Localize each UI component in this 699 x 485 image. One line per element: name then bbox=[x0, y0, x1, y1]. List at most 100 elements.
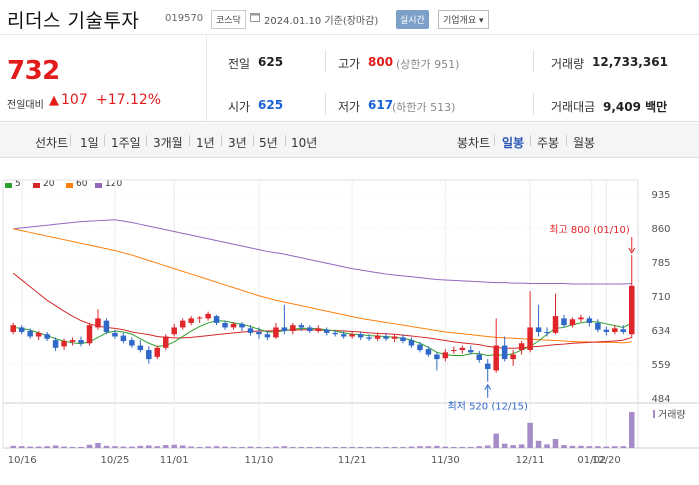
candle-body bbox=[35, 332, 42, 337]
candle-body bbox=[374, 335, 381, 339]
volume-bar bbox=[44, 446, 50, 448]
divider bbox=[189, 135, 190, 146]
period-10y[interactable]: 10년 bbox=[291, 136, 318, 150]
low-value: 617 bbox=[368, 98, 394, 112]
candle-body bbox=[112, 332, 118, 337]
candle-body bbox=[120, 335, 127, 342]
candle-body bbox=[52, 340, 59, 348]
volume-bar bbox=[222, 446, 228, 448]
candle-body bbox=[434, 354, 440, 360]
volume-bar bbox=[501, 443, 508, 448]
candle-daily[interactable]: 일봉 bbox=[502, 136, 525, 150]
period-3m[interactable]: 3개월 bbox=[153, 136, 183, 150]
volume-bar bbox=[256, 446, 262, 448]
candle-body bbox=[273, 327, 279, 338]
candle-body bbox=[86, 325, 93, 344]
volume-bar bbox=[35, 446, 42, 448]
candle-body bbox=[256, 331, 262, 335]
stock-code: 019570 bbox=[165, 13, 204, 24]
legend-label: 20 bbox=[43, 179, 55, 189]
divider bbox=[533, 93, 534, 115]
legend-swatch bbox=[5, 183, 12, 188]
candle-body bbox=[468, 350, 474, 353]
volume-legend-swatch bbox=[653, 410, 655, 418]
candle-body bbox=[391, 336, 398, 339]
volume-label: 거래량 bbox=[551, 57, 585, 71]
volume-bar bbox=[434, 445, 440, 448]
volume-bar bbox=[86, 444, 93, 448]
x-tick-label: 11/21 bbox=[338, 455, 367, 466]
candle-body bbox=[137, 345, 144, 351]
candle-body bbox=[417, 344, 423, 351]
candle-body bbox=[10, 325, 16, 332]
period-1d[interactable]: 1일 bbox=[80, 136, 99, 150]
low-label: 저가 bbox=[338, 100, 361, 114]
candle-body bbox=[383, 336, 389, 339]
candle-body bbox=[349, 334, 355, 337]
candle-body bbox=[476, 354, 483, 361]
price-summary: 732 전일대비 ▲ 107 +17.12% 전일 625 고가 800 (상한… bbox=[0, 36, 699, 122]
volume-bar bbox=[307, 446, 313, 448]
volume-bar bbox=[586, 446, 593, 448]
candle-body bbox=[595, 322, 601, 330]
volume-bar bbox=[120, 446, 127, 448]
volume-bar bbox=[179, 445, 186, 448]
candle-body bbox=[188, 318, 194, 323]
volume-bar bbox=[213, 446, 220, 448]
candle-body bbox=[196, 317, 203, 319]
candle-body bbox=[281, 327, 288, 332]
x-tick-label: 11/30 bbox=[431, 455, 460, 466]
candle-body bbox=[315, 328, 322, 332]
x-tick-label: 12/20 bbox=[592, 455, 621, 466]
candle-body bbox=[357, 334, 364, 338]
volume-bar bbox=[425, 446, 432, 448]
candle-body bbox=[603, 329, 610, 332]
period-1y[interactable]: 1년 bbox=[196, 136, 215, 150]
candle-body bbox=[544, 331, 550, 333]
period-5y[interactable]: 5년 bbox=[259, 136, 278, 150]
candle-body bbox=[307, 327, 313, 332]
candle-body bbox=[78, 340, 84, 344]
volume-bar bbox=[629, 412, 635, 448]
volume-bar bbox=[476, 446, 483, 448]
candle-body bbox=[69, 340, 76, 342]
candle-body bbox=[442, 352, 449, 359]
volume-bar bbox=[69, 446, 76, 448]
current-price-box: 732 전일대비 ▲ 107 +17.12% bbox=[0, 36, 207, 122]
x-tick-label: 01/02 bbox=[577, 455, 606, 466]
stock-name: 리더스 기술투자 bbox=[7, 10, 140, 32]
high-annotation-arrowhead bbox=[628, 247, 636, 255]
candle-body bbox=[162, 336, 169, 348]
candle-body bbox=[527, 327, 533, 351]
candle-body bbox=[535, 327, 542, 332]
low-annotation-arrowhead bbox=[484, 383, 492, 390]
x-tick-label: 11/10 bbox=[245, 455, 274, 466]
realtime-button[interactable]: 실시간 bbox=[396, 10, 429, 29]
volume-bar bbox=[281, 446, 288, 448]
period-3y[interactable]: 3년 bbox=[228, 136, 247, 150]
period-1w[interactable]: 1주일 bbox=[111, 136, 141, 150]
y-tick-label: 860 bbox=[651, 224, 670, 235]
volume-bar bbox=[493, 433, 499, 448]
candle-body bbox=[629, 285, 635, 335]
candle-body bbox=[61, 341, 67, 347]
base-date: 2024.01.10 기준(장마감) bbox=[264, 16, 379, 27]
legend-label: 60 bbox=[76, 179, 88, 189]
chart-toolbar: 선차트 1일 1주일 3개월 1년 3년 5년 10년 봉차트 일봉 주봉 월봉 bbox=[0, 123, 699, 158]
volume-bar bbox=[52, 445, 59, 448]
candle-monthly[interactable]: 월봉 bbox=[573, 136, 596, 150]
change-value: 107 bbox=[61, 92, 88, 108]
candle-weekly[interactable]: 주봉 bbox=[537, 136, 560, 150]
volume-bar bbox=[340, 446, 347, 448]
candle-body bbox=[213, 316, 220, 323]
candle-body bbox=[247, 328, 254, 333]
volume-bar bbox=[154, 446, 161, 448]
volume-bar bbox=[247, 446, 254, 448]
company-info-dropdown[interactable]: 기업개요 ▾ bbox=[438, 10, 489, 29]
volume-bar bbox=[230, 446, 237, 448]
volume-bar bbox=[273, 446, 279, 448]
candle-body bbox=[222, 322, 228, 328]
candle-chart-label: 봉차트 bbox=[457, 136, 491, 150]
volume-bar bbox=[544, 444, 550, 448]
volume-bar bbox=[129, 446, 135, 448]
